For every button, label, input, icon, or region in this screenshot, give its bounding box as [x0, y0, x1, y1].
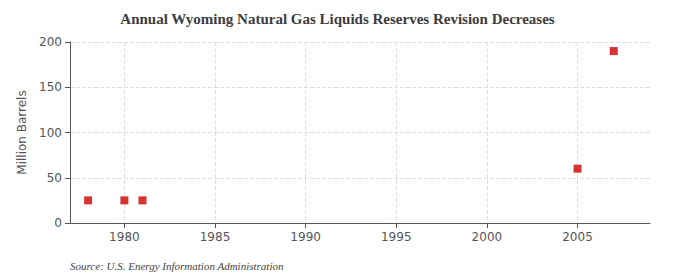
svg-text:Annual Wyoming Natural Gas Liq: Annual Wyoming Natural Gas Liquids Reser… — [120, 11, 554, 27]
svg-text:100: 100 — [39, 126, 62, 140]
svg-text:Source: U.S. Energy Informatio: Source: U.S. Energy Information Administ… — [70, 260, 284, 272]
svg-text:1995: 1995 — [381, 230, 412, 244]
svg-text:1990: 1990 — [290, 230, 321, 244]
svg-text:2000: 2000 — [472, 230, 503, 244]
svg-text:1985: 1985 — [200, 230, 231, 244]
svg-text:50: 50 — [47, 171, 62, 185]
svg-text:150: 150 — [39, 80, 62, 94]
svg-text:200: 200 — [39, 35, 62, 49]
svg-text:1980: 1980 — [109, 230, 140, 244]
svg-text:2005: 2005 — [562, 230, 593, 244]
svg-text:Million Barrels: Million Barrels — [15, 90, 29, 174]
svg-text:0: 0 — [54, 216, 62, 230]
